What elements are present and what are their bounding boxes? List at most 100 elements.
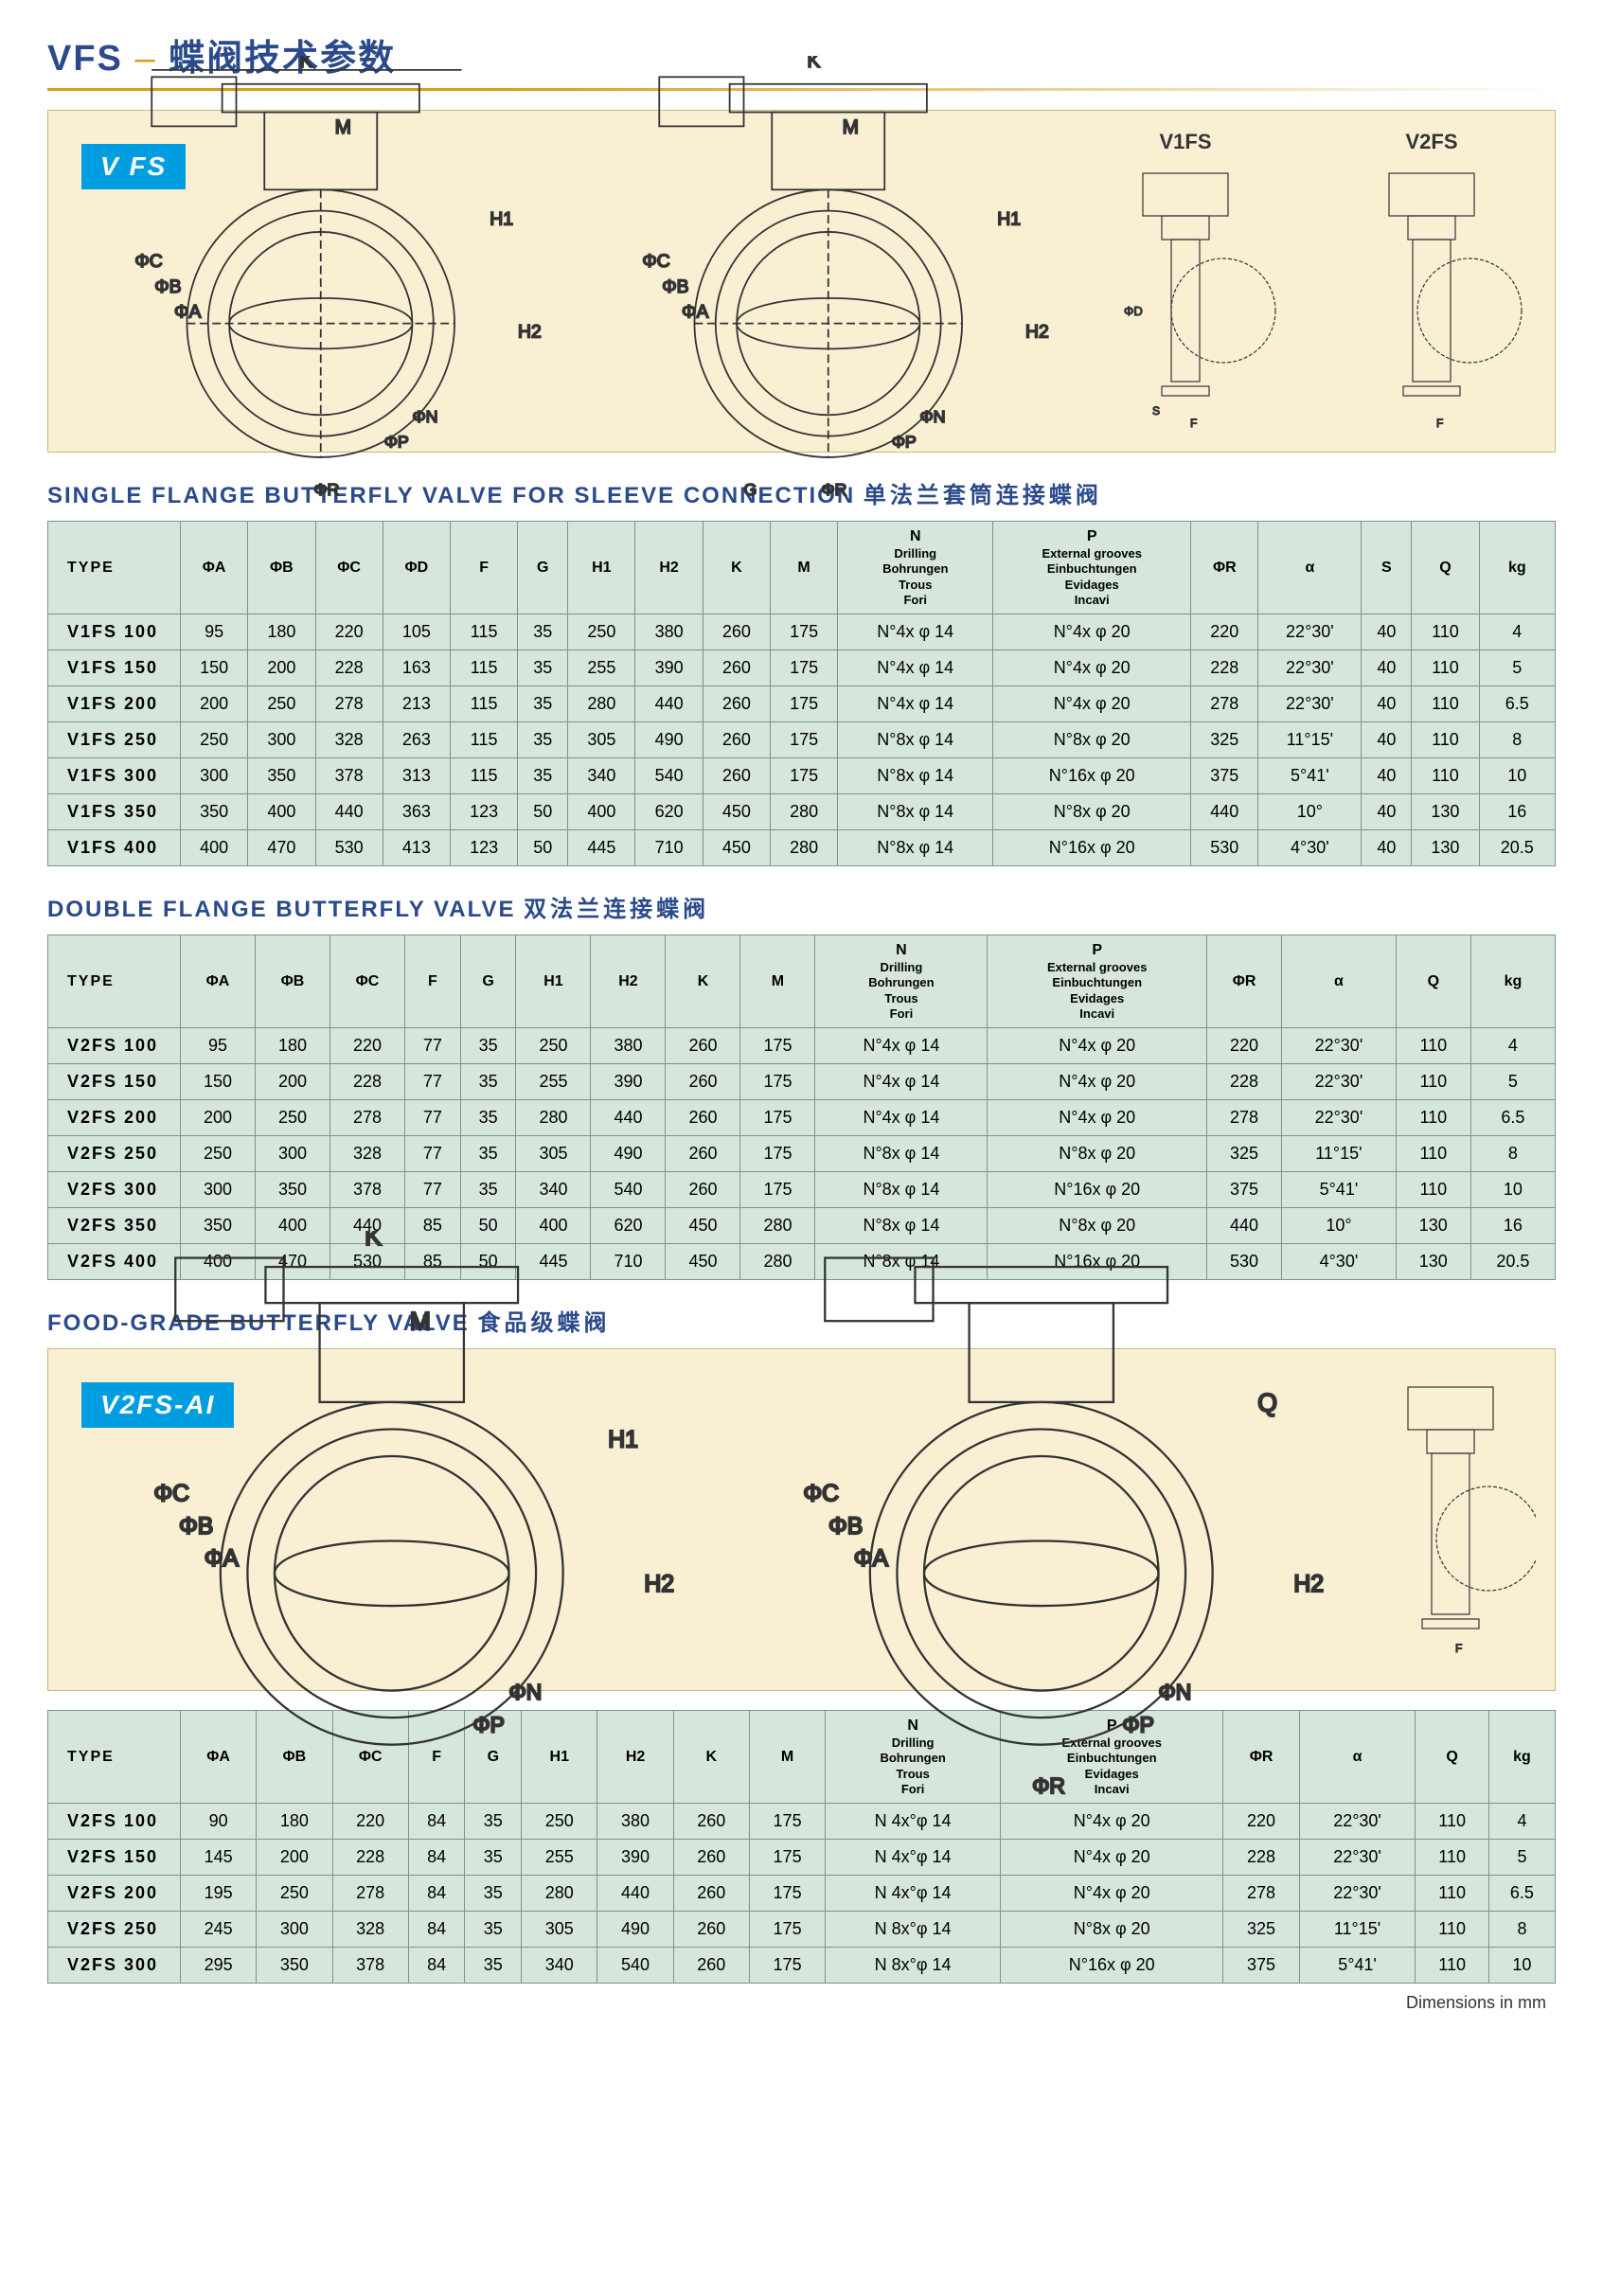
- cell-alpha: 5°41': [1258, 758, 1362, 794]
- col-f: F: [405, 935, 461, 1028]
- cell-a: 90: [181, 1804, 257, 1840]
- svg-text:H2: H2: [1293, 1572, 1324, 1597]
- table-row: V2FS 2502503003287735305490260175N°8x φ …: [48, 1136, 1556, 1172]
- cell-g: 35: [518, 650, 568, 686]
- cell-c: 278: [330, 1100, 405, 1136]
- table-row: V2FS 100901802208435250380260175N 4x°φ 1…: [48, 1804, 1556, 1840]
- cell-n: N°8x φ 14: [838, 830, 993, 866]
- cell-q: 110: [1416, 1876, 1489, 1912]
- cell-c: 220: [315, 614, 383, 650]
- cell-type: V2FS 300: [48, 1948, 181, 1984]
- cell-c: 278: [315, 686, 383, 722]
- col-n: NDrillingBohrungenTrousFori: [815, 935, 988, 1028]
- cell-h2: 540: [597, 1948, 673, 1984]
- cell-kg: 4: [1479, 614, 1555, 650]
- cell-f: 115: [451, 614, 518, 650]
- col-φd: ΦD: [383, 522, 450, 614]
- col-φa: ΦA: [181, 935, 256, 1028]
- svg-text:ΦN: ΦN: [412, 407, 437, 426]
- cell-a: 95: [181, 614, 248, 650]
- cell-h1: 250: [516, 1028, 591, 1064]
- cell-b: 470: [248, 830, 315, 866]
- cell-a: 200: [181, 1100, 256, 1136]
- cell-d: 263: [383, 722, 450, 758]
- cell-p: N°8x φ 20: [993, 722, 1191, 758]
- cell-m: 175: [740, 1064, 815, 1100]
- cell-f: 115: [451, 650, 518, 686]
- cell-d: 213: [383, 686, 450, 722]
- svg-text:H1: H1: [490, 210, 513, 230]
- cell-n: N 4x°φ 14: [826, 1840, 1001, 1876]
- cell-alpha: 4°30': [1258, 830, 1362, 866]
- table-section1: TYPEΦAΦBΦCΦDFGH1H2KMNDrillingBohrungenTr…: [47, 521, 1556, 866]
- cell-alpha: 22°30': [1258, 686, 1362, 722]
- cell-f: 115: [451, 722, 518, 758]
- table-row: V1FS 1009518022010511535250380260175N°4x…: [48, 614, 1556, 650]
- cell-kg: 4: [1488, 1804, 1555, 1840]
- cell-n: N°8x φ 14: [838, 794, 993, 830]
- svg-text:ΦN: ΦN: [1158, 1680, 1191, 1704]
- svg-text:H2: H2: [1025, 323, 1049, 343]
- cell-h2: 540: [635, 758, 703, 794]
- cell-type: V2FS 200: [48, 1876, 181, 1912]
- cell-n: N 4x°φ 14: [826, 1804, 1001, 1840]
- table-row: V2FS 2002002502787735280440260175N°4x φ …: [48, 1100, 1556, 1136]
- cell-alpha: 5°41': [1299, 1948, 1416, 1984]
- svg-text:ΦN: ΦN: [919, 407, 945, 426]
- cell-p: N°16x φ 20: [993, 758, 1191, 794]
- col-φb: ΦB: [256, 935, 330, 1028]
- cell-p: N°8x φ 20: [1001, 1912, 1223, 1948]
- cell-b: 300: [257, 1912, 332, 1948]
- cell-s: 40: [1362, 794, 1412, 830]
- cell-a: 150: [181, 650, 248, 686]
- cell-m: 175: [740, 1028, 815, 1064]
- cell-c: 440: [315, 794, 383, 830]
- col-type: TYPE: [48, 935, 181, 1028]
- svg-text:M: M: [335, 116, 351, 138]
- cell-h1: 280: [568, 686, 635, 722]
- cell-p: N°16x φ 20: [1001, 1948, 1223, 1984]
- cell-k: 260: [673, 1912, 749, 1948]
- col-α: α: [1258, 522, 1362, 614]
- cell-c: 220: [330, 1028, 405, 1064]
- table-row: V1FS 40040047053041312350445710450280N°8…: [48, 830, 1556, 866]
- cell-c: 328: [315, 722, 383, 758]
- cell-h2: 490: [597, 1912, 673, 1948]
- svg-text:H2: H2: [644, 1572, 674, 1597]
- cell-c: 530: [315, 830, 383, 866]
- svg-text:F: F: [1436, 417, 1443, 429]
- cell-alpha: 22°30': [1299, 1876, 1416, 1912]
- cell-type: V2FS 300: [48, 1172, 181, 1208]
- cell-n: N 8x°φ 14: [826, 1948, 1001, 1984]
- col-k: K: [666, 935, 740, 1028]
- cell-h1: 305: [522, 1912, 597, 1948]
- cell-type: V2FS 150: [48, 1064, 181, 1100]
- valve-side-v1fs: ΦD SF: [1081, 164, 1290, 429]
- cell-s: 40: [1362, 830, 1412, 866]
- cell-k: 260: [703, 722, 770, 758]
- cell-g: 35: [460, 1028, 516, 1064]
- valve-front-4: Q ΦCΦBΦA H2 ΦNΦP ΦR: [717, 1231, 1366, 1807]
- cell-b: 350: [256, 1172, 330, 1208]
- cell-c: 378: [330, 1172, 405, 1208]
- cell-kg: 20.5: [1470, 1244, 1555, 1280]
- cell-s: 40: [1362, 614, 1412, 650]
- diagram-panel-vfs: V FS K M ΦCΦBΦA H1H2 ΦNΦP ΦR: [47, 110, 1556, 453]
- badge-v2fs-ai: V2FS-AI: [81, 1382, 234, 1428]
- cell-alpha: 22°30': [1282, 1028, 1397, 1064]
- cell-d: 363: [383, 794, 450, 830]
- table-row: V1FS 20020025027821311535280440260175N°4…: [48, 686, 1556, 722]
- cell-f: 77: [405, 1028, 461, 1064]
- svg-text:K: K: [807, 56, 820, 72]
- svg-text:H1: H1: [997, 210, 1021, 230]
- col-f: F: [451, 522, 518, 614]
- cell-n: N°4x φ 14: [815, 1100, 988, 1136]
- cell-q: 110: [1416, 1840, 1489, 1876]
- cell-h2: 380: [635, 614, 703, 650]
- svg-text:ΦC: ΦC: [134, 252, 162, 272]
- cell-q: 110: [1416, 1912, 1489, 1948]
- cell-c: 228: [332, 1840, 408, 1876]
- footer-dimensions: Dimensions in mm: [47, 1993, 1556, 2013]
- col-type: TYPE: [48, 522, 181, 614]
- table-section2: TYPEΦAΦBΦCFGH1H2KMNDrillingBohrungenTrou…: [47, 934, 1556, 1280]
